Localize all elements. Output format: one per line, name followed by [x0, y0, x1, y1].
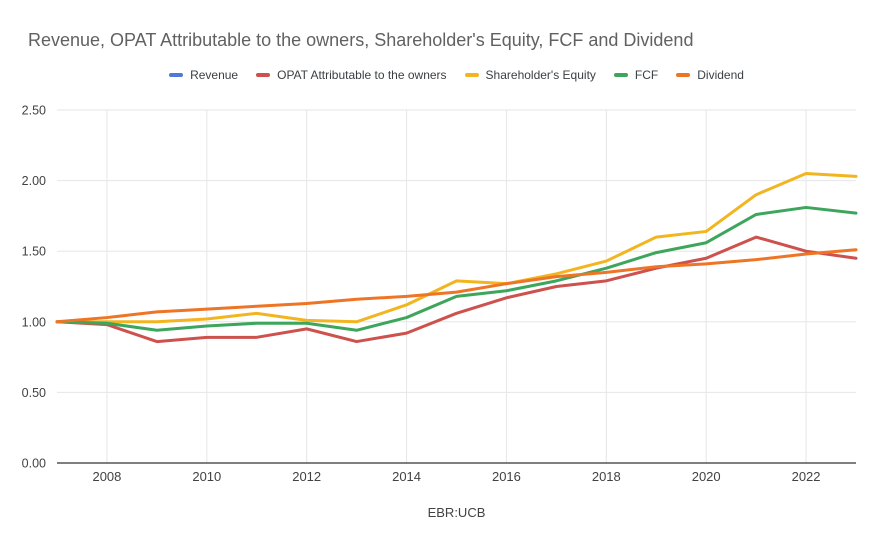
series-line-dividend[interactable]	[55, 248, 858, 324]
legend-swatch-shareholder-s-equity	[464, 73, 479, 77]
y-tick-label: 1.00	[22, 315, 46, 329]
legend-item-shareholder-s-equity[interactable]: Shareholder's Equity	[464, 68, 596, 82]
x-tick-label: 2020	[692, 469, 721, 484]
x-axis-title: EBR:UCB	[427, 505, 486, 520]
y-tick-label: 2.00	[22, 174, 46, 188]
legend-label: Shareholder's Equity	[485, 68, 596, 82]
y-tick-label: 0.50	[22, 386, 46, 400]
x-tick-label: 2014	[392, 469, 421, 484]
x-tick-label: 2008	[92, 469, 121, 484]
legend: Revenue OPAT Attributable to the owners Sh…	[57, 68, 856, 82]
series-line-shareholder-s-equity[interactable]	[55, 172, 858, 324]
legend-item-fcf[interactable]: FCF	[613, 68, 659, 82]
legend-swatch-fcf	[613, 73, 628, 77]
legend-item-dividend[interactable]: Dividend	[676, 68, 744, 82]
x-tick-label: 2016	[492, 469, 521, 484]
legend-item-revenue[interactable]: Revenue	[169, 68, 238, 82]
legend-swatch-revenue	[169, 73, 184, 77]
x-tick-label: 2010	[192, 469, 221, 484]
series-line-fcf[interactable]	[55, 205, 858, 332]
y-tick-label: 0.00	[22, 457, 46, 471]
chart-title: Revenue, OPAT Attributable to the owners…	[28, 30, 694, 50]
legend-swatch-dividend	[676, 73, 691, 77]
x-tick-label: 2018	[592, 469, 621, 484]
y-tick-label: 2.50	[22, 104, 46, 118]
series-line-opat-attributable-to-the-owners[interactable]	[55, 235, 858, 344]
legend-label: Dividend	[697, 68, 744, 82]
x-tick-label: 2012	[292, 469, 321, 484]
legend-label: OPAT Attributable to the owners	[277, 68, 447, 82]
y-tick-label: 1.50	[22, 245, 46, 259]
legend-item-opat-attributable-to-the-owners[interactable]: OPAT Attributable to the owners	[256, 68, 447, 82]
legend-label: Revenue	[190, 68, 239, 82]
legend-swatch-opat-attributable-to-the-owners	[256, 73, 271, 77]
x-tick-label: 2022	[792, 469, 821, 484]
legend-label: FCF	[634, 68, 659, 82]
